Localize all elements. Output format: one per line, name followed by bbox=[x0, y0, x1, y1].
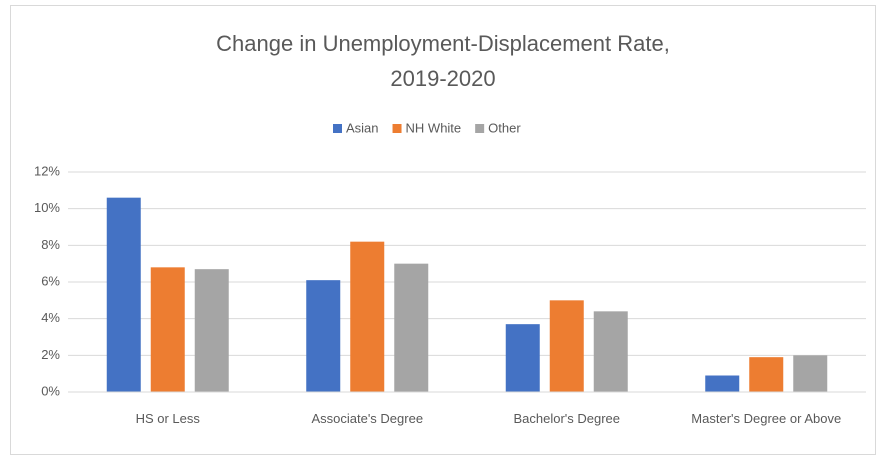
bar bbox=[394, 263, 429, 392]
legend-label: Other bbox=[488, 120, 521, 135]
x-tick-label: HS or Less bbox=[135, 411, 200, 426]
bar bbox=[593, 311, 628, 392]
legend-label: Asian bbox=[346, 120, 379, 135]
y-tick-label: 6% bbox=[41, 273, 60, 288]
legend-label: NH White bbox=[406, 120, 462, 135]
y-tick-label: 2% bbox=[41, 347, 60, 362]
legend-swatch bbox=[333, 124, 342, 133]
bar bbox=[549, 300, 584, 392]
bar bbox=[106, 197, 141, 392]
legend-swatch bbox=[475, 124, 485, 133]
chart-title: Change in Unemployment-Displacement Rate… bbox=[216, 31, 670, 56]
x-tick-label: Bachelor's Degree bbox=[513, 411, 621, 426]
y-tick-label: 4% bbox=[41, 310, 60, 325]
chart-title: 2019-2020 bbox=[390, 66, 495, 91]
legend-swatch bbox=[392, 124, 402, 133]
y-tick-label: 0% bbox=[41, 383, 60, 398]
x-tick-label: Associate's Degree bbox=[311, 411, 424, 426]
y-tick-label: 10% bbox=[34, 200, 60, 215]
bar bbox=[150, 267, 185, 392]
bar bbox=[793, 355, 828, 392]
bar bbox=[505, 324, 540, 392]
bar bbox=[306, 280, 341, 392]
bar bbox=[350, 241, 385, 392]
y-tick-label: 8% bbox=[41, 237, 60, 252]
y-tick-label: 12% bbox=[34, 163, 60, 178]
bar bbox=[194, 269, 229, 392]
bar bbox=[705, 375, 740, 392]
bar bbox=[749, 357, 784, 392]
x-tick-label: Master's Degree or Above bbox=[691, 411, 842, 426]
